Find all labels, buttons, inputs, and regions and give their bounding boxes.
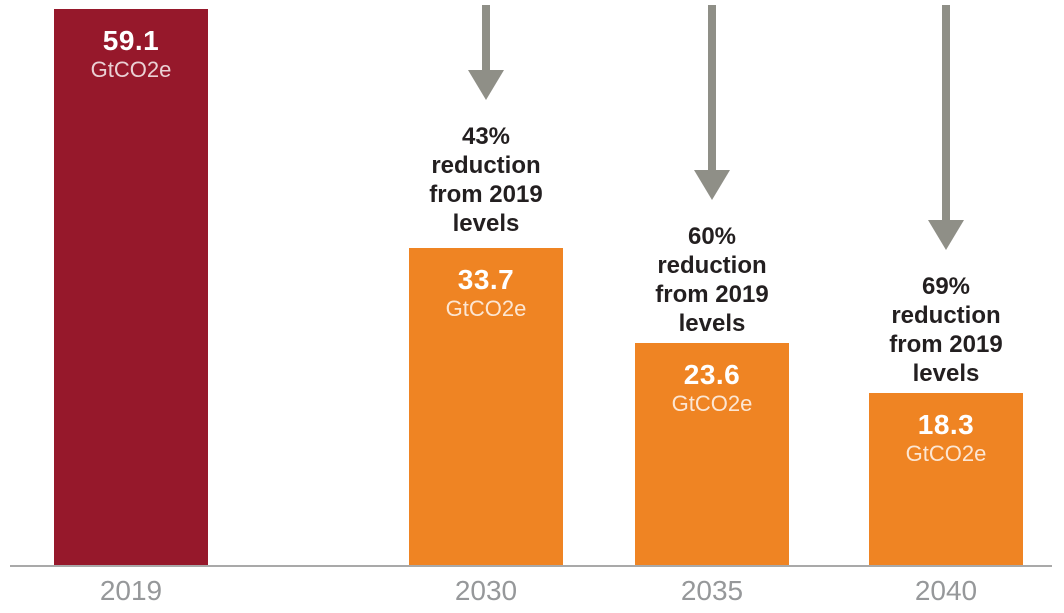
reduction-annotation-2035: 60% reduction from 2019 levels xyxy=(655,223,769,337)
reduction-annotation-2030: 43% reduction from 2019 levels xyxy=(429,123,543,237)
bar-value-label: 33.7 xyxy=(457,264,515,295)
down-arrow-icon xyxy=(928,5,964,250)
bar-unit-label: GtCO2e xyxy=(445,296,527,321)
bar-2040: 18.3 GtCO2e xyxy=(869,393,1023,565)
axis-label-2030: 2030 xyxy=(454,575,518,606)
x-axis-line xyxy=(10,565,1052,567)
bar-2035: 23.6 GtCO2e xyxy=(635,343,789,565)
down-arrow-icon xyxy=(694,5,730,200)
bar-unit-label: GtCO2e xyxy=(905,441,987,466)
axis-label-2035: 2035 xyxy=(680,575,744,606)
reduction-annotation-2040: 69% reduction from 2019 levels xyxy=(889,273,1003,387)
down-arrow-icon xyxy=(468,5,504,100)
bar-unit-label: GtCO2e xyxy=(90,57,172,82)
bar-value-label: 23.6 xyxy=(683,359,741,390)
bar-value-label: 18.3 xyxy=(917,409,975,440)
bar-unit-label: GtCO2e xyxy=(671,391,753,416)
bar-2019: 59.1 GtCO2e xyxy=(54,9,208,565)
bar-value-label: 59.1 xyxy=(102,25,160,56)
bar-2030: 33.7 GtCO2e xyxy=(409,248,563,565)
axis-label-2019: 2019 xyxy=(99,575,163,606)
axis-label-2040: 2040 xyxy=(914,575,978,606)
